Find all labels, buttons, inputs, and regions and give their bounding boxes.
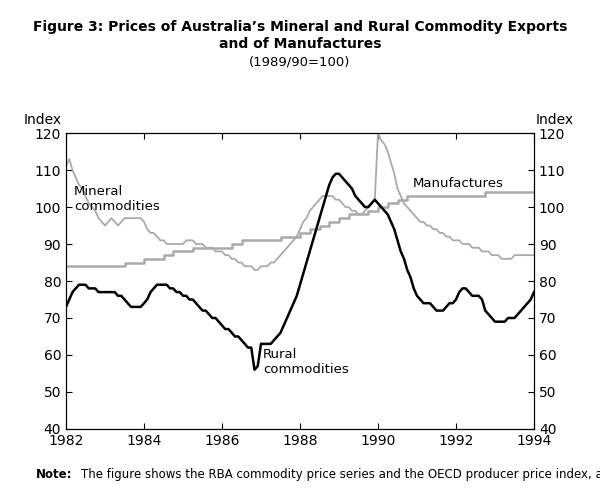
Text: Index: Index — [24, 113, 62, 127]
Text: Figure 3: Prices of Australia’s Mineral and Rural Commodity Exports: Figure 3: Prices of Australia’s Mineral … — [33, 20, 567, 34]
Text: The figure shows the RBA commodity price series and the OECD producer price inde: The figure shows the RBA commodity price… — [81, 468, 600, 481]
Text: and of Manufactures: and of Manufactures — [219, 37, 381, 51]
Text: Manufactures: Manufactures — [413, 177, 504, 190]
Text: Index: Index — [536, 113, 574, 127]
Text: Mineral
commodities: Mineral commodities — [74, 185, 160, 213]
Text: Rural
commodities: Rural commodities — [263, 348, 349, 376]
Text: Note:: Note: — [36, 468, 73, 481]
Text: (1989/90=100): (1989/90=100) — [250, 56, 350, 69]
